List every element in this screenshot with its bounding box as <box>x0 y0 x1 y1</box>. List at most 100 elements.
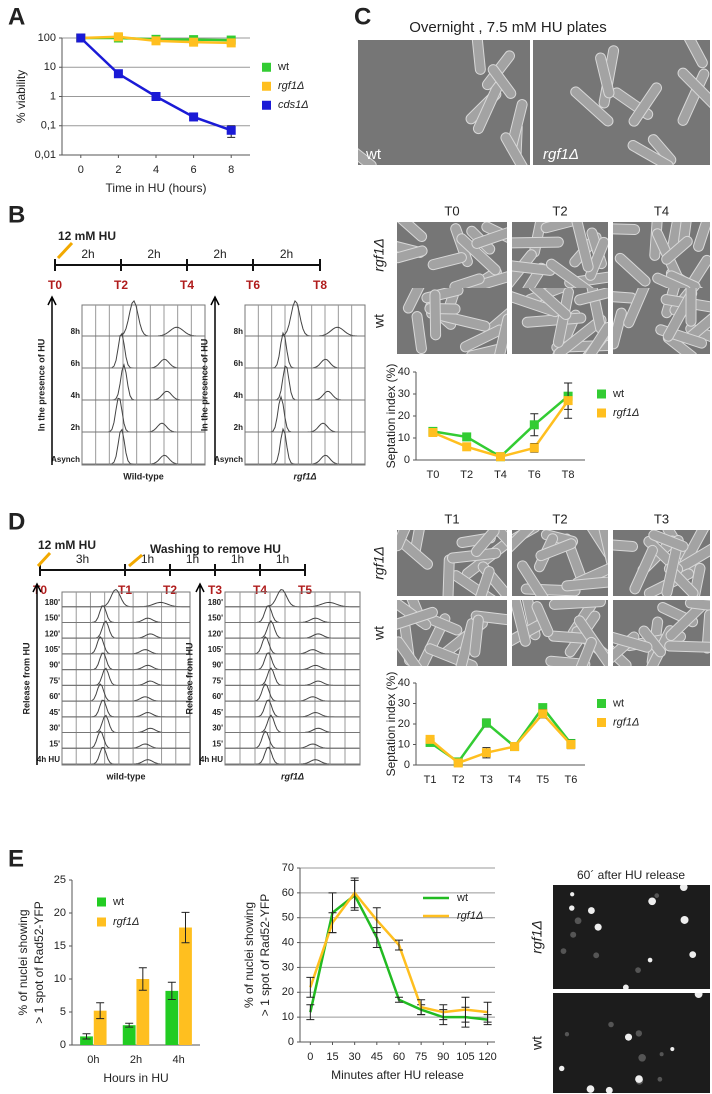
cell <box>561 575 608 592</box>
x-tick-label: 0 <box>307 1051 313 1063</box>
error-bar <box>461 996 470 1023</box>
cell <box>570 636 597 666</box>
marker <box>529 443 539 453</box>
x-tick-label: T4 <box>508 774 521 786</box>
nucleus <box>657 1076 663 1082</box>
legend-swatch <box>597 699 606 708</box>
legend-label: cds1Δ <box>278 99 309 111</box>
histogram-curve <box>62 683 190 702</box>
cell <box>628 82 663 127</box>
cell <box>648 530 689 552</box>
y-tick-label: 30 <box>282 961 294 973</box>
row-label: 30' <box>49 724 60 733</box>
legend-label: rgf1Δ <box>113 916 139 928</box>
x-tick-label: 60 <box>393 1051 405 1063</box>
histogram-curve <box>62 605 190 623</box>
histogram-curve <box>62 635 190 655</box>
cell <box>492 313 507 354</box>
sample-label: wild-type <box>105 771 145 781</box>
histogram-curve <box>245 394 365 433</box>
row-label: 15' <box>49 739 60 748</box>
error-bar <box>372 907 381 934</box>
nucleus <box>654 893 660 898</box>
cell <box>627 139 674 165</box>
micrograph <box>358 40 530 165</box>
column-label: T4 <box>654 203 669 218</box>
histogram-curve <box>245 331 365 369</box>
micrograph <box>397 600 507 666</box>
arrow <box>36 551 52 568</box>
cell <box>677 67 710 112</box>
row-label: 150' <box>208 614 223 623</box>
nucleus <box>560 948 567 954</box>
axis-arrow <box>32 582 42 765</box>
nucleus <box>647 957 653 963</box>
micrograph <box>613 600 710 666</box>
y-tick-label: 0,1 <box>41 120 56 132</box>
row-label: 4h <box>234 391 243 400</box>
cell <box>470 610 507 628</box>
legend-swatch <box>262 62 271 72</box>
cell <box>512 600 531 647</box>
marker <box>538 703 548 713</box>
legend-swatch <box>597 389 606 399</box>
marker <box>425 734 435 744</box>
marker <box>453 758 463 768</box>
histogram-curve <box>245 300 366 337</box>
histogram-curve <box>225 714 359 734</box>
timeline-label: 12 mM HU <box>38 538 96 552</box>
column-label: T1 <box>444 511 459 526</box>
marker <box>566 740 576 749</box>
bar <box>136 979 150 1045</box>
cell <box>629 544 658 595</box>
row-label: 6h <box>234 359 243 368</box>
nucleus <box>689 951 697 958</box>
histogram-curve <box>62 652 190 671</box>
error-bar <box>138 967 147 991</box>
error-bar <box>306 1004 315 1021</box>
marker <box>538 709 548 719</box>
marker <box>189 112 199 122</box>
histogram-curve <box>225 683 359 702</box>
arrow <box>128 553 143 568</box>
y-tick-label: 1 <box>50 90 56 102</box>
cell <box>535 538 577 562</box>
row-label: wt <box>371 626 387 641</box>
cell <box>531 601 554 638</box>
y-tick-label: 30 <box>398 697 410 709</box>
cell <box>661 534 684 596</box>
cell <box>468 566 495 596</box>
row-label: 105' <box>45 645 60 654</box>
histogram-curve <box>225 699 359 718</box>
x-axis-label: Minutes after HU release <box>331 1068 464 1082</box>
sample-label: Wild-type <box>123 471 163 481</box>
x-tick-label: T6 <box>564 774 577 786</box>
nucleus <box>564 1032 570 1037</box>
marker <box>510 742 520 752</box>
nucleus <box>635 1075 643 1083</box>
row-label: rgf1Δ <box>529 920 545 954</box>
error-bar <box>167 981 176 1000</box>
error-bar <box>328 912 337 934</box>
histogram-curve <box>245 365 365 401</box>
legend-label: wt <box>277 61 289 73</box>
cell <box>512 530 538 564</box>
y-tick-label: 5 <box>60 1006 66 1018</box>
cell <box>613 628 653 653</box>
timepoint-label: T1 <box>118 583 132 597</box>
y-tick-label: 0 <box>60 1039 66 1051</box>
micrograph <box>613 530 710 596</box>
cell <box>429 289 442 341</box>
x-tick-label: 4h <box>173 1054 185 1066</box>
cell <box>402 288 429 314</box>
nucleus <box>574 917 582 925</box>
legend-swatch <box>597 718 606 727</box>
column-label: T3 <box>654 511 669 526</box>
series-line <box>432 395 569 459</box>
image-label: wt <box>365 146 382 163</box>
error-bar <box>394 996 403 1003</box>
axis-arrow <box>210 295 220 465</box>
row-label: 4h <box>71 391 80 400</box>
row-label: 45' <box>212 708 223 717</box>
bar <box>179 927 192 1045</box>
